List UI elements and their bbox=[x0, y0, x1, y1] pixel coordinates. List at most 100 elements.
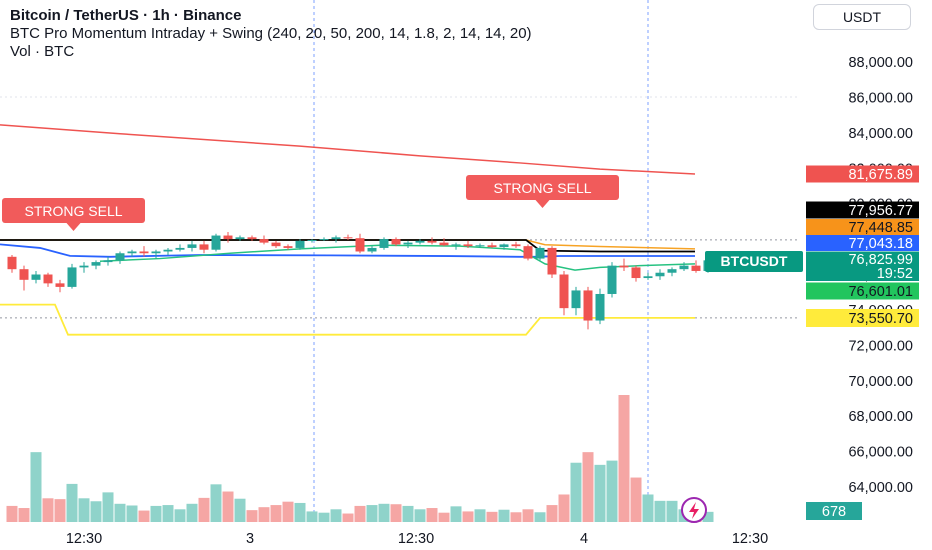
candle-body bbox=[79, 265, 89, 268]
candle-body bbox=[487, 245, 497, 248]
volume-bar bbox=[426, 508, 438, 522]
candle-body bbox=[187, 244, 197, 248]
time-tick-label: 12:30 bbox=[66, 531, 102, 547]
candle-body bbox=[7, 256, 17, 270]
volume-bar bbox=[486, 511, 498, 522]
price-label-box bbox=[806, 309, 919, 327]
candle-body bbox=[691, 265, 701, 271]
price-label-text: 77,043.18 bbox=[848, 236, 913, 252]
price-label-text: 76,825.99 bbox=[848, 252, 913, 268]
price-tick-label: 68,000.00 bbox=[848, 409, 913, 425]
volume-bar bbox=[258, 507, 270, 522]
signal-line bbox=[99, 244, 696, 271]
candle-body bbox=[439, 242, 449, 246]
volume-bar bbox=[90, 501, 102, 522]
strong-sell-pointer bbox=[535, 200, 550, 208]
volume-bar bbox=[378, 503, 390, 522]
volume-bar bbox=[66, 483, 78, 522]
volume-bar bbox=[522, 509, 534, 522]
volume-bar bbox=[702, 511, 714, 522]
candle-body bbox=[223, 235, 233, 240]
candle-body bbox=[127, 251, 137, 254]
candle-body bbox=[547, 247, 557, 275]
candle-body bbox=[463, 244, 473, 247]
candle-body bbox=[607, 265, 617, 294]
candle-body bbox=[259, 239, 269, 243]
chart-title: Bitcoin / TetherUS · 1h · Binance bbox=[10, 7, 242, 24]
candle-body bbox=[679, 265, 689, 270]
price-tick-label: 86,000.00 bbox=[848, 90, 913, 106]
volume-bar bbox=[174, 509, 186, 522]
candle-body bbox=[307, 239, 317, 241]
volume-bar bbox=[138, 510, 150, 522]
candle-body bbox=[523, 246, 533, 259]
volume-bar bbox=[402, 505, 414, 522]
volume-bar bbox=[606, 460, 618, 522]
candle-body bbox=[139, 251, 149, 254]
candle-body bbox=[619, 265, 629, 268]
volume-bar bbox=[390, 504, 402, 522]
price-label-text: 73,550.70 bbox=[848, 311, 913, 327]
strong-sell-signal bbox=[466, 175, 619, 200]
volume-bar bbox=[54, 499, 66, 522]
price-label-text: 19:52 bbox=[877, 266, 913, 282]
time-tick-label: 12:30 bbox=[732, 531, 768, 547]
candle-body bbox=[151, 251, 161, 254]
volume-bar bbox=[438, 512, 450, 522]
volume-bar bbox=[594, 464, 606, 522]
lightning-icon[interactable] bbox=[681, 497, 707, 523]
candle-body bbox=[319, 239, 329, 241]
price-label-box bbox=[806, 235, 919, 251]
volume-bar bbox=[318, 512, 330, 522]
candle-body bbox=[283, 246, 293, 248]
volume-bar bbox=[30, 452, 42, 522]
volume-bar bbox=[642, 494, 654, 522]
price-label-box bbox=[806, 266, 919, 281]
candle-body bbox=[163, 249, 173, 252]
volume-bar bbox=[150, 505, 162, 522]
strong-sell-label: STRONG SELL bbox=[493, 180, 591, 196]
candle-body bbox=[403, 242, 413, 245]
currency-button[interactable]: USDT bbox=[813, 4, 911, 30]
candle-body bbox=[295, 240, 305, 248]
volume-label[interactable]: Vol · BTC bbox=[10, 43, 75, 60]
price-tick-label: 84,000.00 bbox=[848, 126, 913, 142]
time-axis bbox=[0, 525, 800, 550]
price-label-box bbox=[806, 219, 919, 235]
volume-bar bbox=[558, 494, 570, 522]
candle-body bbox=[211, 235, 221, 250]
volume-bar bbox=[282, 501, 294, 522]
price-label-box bbox=[806, 251, 919, 267]
volume-bar bbox=[414, 509, 426, 522]
volume-bar bbox=[198, 497, 210, 522]
price-tick-label: 64,000.00 bbox=[848, 480, 913, 496]
candle-body bbox=[103, 260, 113, 263]
volume-bar bbox=[330, 509, 342, 522]
lightning-icon-bolt bbox=[689, 502, 699, 519]
candle-body bbox=[667, 269, 677, 273]
price-tick-label: 88,000.00 bbox=[848, 55, 913, 71]
candle-body bbox=[91, 262, 101, 266]
candle-body bbox=[367, 247, 377, 252]
symbol-tag bbox=[705, 251, 803, 272]
candle-body bbox=[535, 247, 545, 259]
volume-bar bbox=[474, 509, 486, 522]
candle-body bbox=[559, 274, 569, 309]
indicator-label[interactable]: BTC Pro Momentum Intraday + Swing (240, … bbox=[10, 25, 532, 42]
volume-bar bbox=[294, 502, 306, 522]
candle-body bbox=[43, 274, 53, 284]
symbol-tag-label: BTCUSDT bbox=[721, 253, 788, 269]
volume-bar bbox=[666, 500, 678, 522]
candle-body bbox=[115, 253, 125, 261]
candle-body bbox=[31, 274, 41, 280]
candle-body bbox=[235, 237, 245, 240]
volume-bar bbox=[222, 491, 234, 522]
price-label-box bbox=[806, 165, 919, 183]
price-label-text: 81,675.89 bbox=[848, 167, 913, 183]
candle-body bbox=[379, 239, 389, 248]
price-label-box bbox=[806, 282, 919, 300]
time-tick-label: 12:30 bbox=[398, 531, 434, 547]
candle-body bbox=[343, 237, 353, 239]
price-tick-label: 72,000.00 bbox=[848, 338, 913, 354]
